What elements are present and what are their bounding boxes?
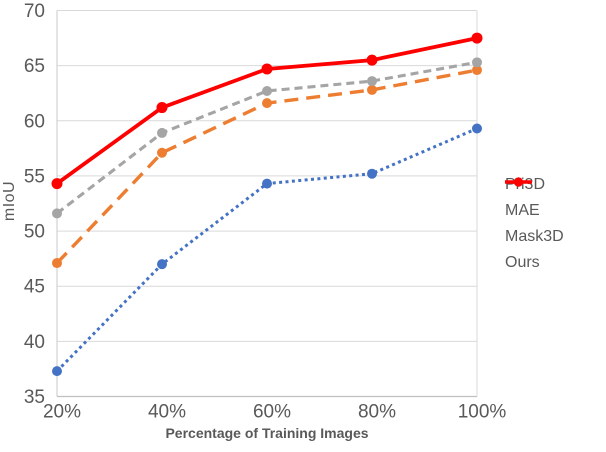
y-tick-label-35: 35 <box>24 387 45 408</box>
x-tick-label-80%: 80% <box>358 402 396 423</box>
data-point-pri3d-20% <box>52 366 62 377</box>
data-point-pri3d-40% <box>157 259 167 270</box>
x-axis-title: Percentage of Training Images <box>165 425 369 441</box>
x-tick-label-20%: 20% <box>43 402 81 423</box>
data-point-mae-60% <box>262 98 272 109</box>
data-point-mae-40% <box>157 147 167 158</box>
data-point-ours-80% <box>366 54 378 66</box>
data-point-mask3d-100% <box>472 57 482 68</box>
legend-label-ours: Ours <box>505 253 540 271</box>
legend-dot <box>513 177 524 187</box>
legend-label-mask3d: Mask3D <box>505 227 564 245</box>
data-point-mask3d-20% <box>52 208 62 219</box>
legend-item-mae: MAE <box>505 177 564 220</box>
data-point-ours-60% <box>261 63 273 75</box>
y-tick-label-45: 45 <box>24 277 45 298</box>
y-tick-label-65: 65 <box>24 56 45 77</box>
data-point-mask3d-80% <box>367 76 377 87</box>
y-axis-title: mIoU <box>1 180 18 222</box>
data-point-mae-100% <box>472 65 482 76</box>
data-point-pri3d-80% <box>367 168 377 179</box>
y-tick-label-50: 50 <box>24 222 45 243</box>
data-point-mask3d-40% <box>157 127 167 138</box>
legend: Pri3D MAE Mask3D Ours <box>505 175 564 272</box>
data-point-mae-80% <box>367 84 377 95</box>
x-tick-label-40%: 40% <box>148 402 186 423</box>
y-tick-label-70: 70 <box>24 1 45 22</box>
series-line-ours <box>55 36 478 186</box>
data-point-ours-40% <box>156 102 168 114</box>
y-tick-label-40: 40 <box>24 332 45 353</box>
y-tick-label-55: 55 <box>24 166 45 187</box>
x-tick-label-60%: 60% <box>253 402 291 423</box>
data-point-mask3d-60% <box>262 86 272 97</box>
data-point-pri3d-60% <box>262 178 272 189</box>
legend-item-mask3d: Mask3D <box>505 177 564 246</box>
y-tick-label-60: 60 <box>24 111 45 132</box>
x-tick-label-100%: 100% <box>458 402 507 423</box>
data-point-ours-100% <box>471 32 483 44</box>
legend-item-ours: Ours <box>505 177 564 272</box>
legend-label-mae: MAE <box>505 201 540 219</box>
data-point-mae-20% <box>52 258 62 269</box>
data-point-pri3d-100% <box>472 123 482 134</box>
data-point-ours-20% <box>51 178 63 190</box>
legend-marker-ours-icon <box>505 177 532 187</box>
